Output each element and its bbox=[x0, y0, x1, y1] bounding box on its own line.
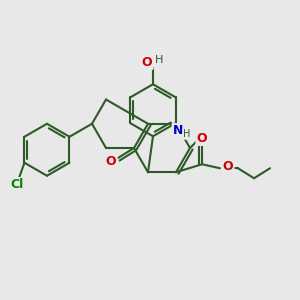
Text: H: H bbox=[183, 129, 191, 139]
Text: H: H bbox=[155, 55, 163, 65]
Text: O: O bbox=[142, 56, 152, 69]
Text: O: O bbox=[197, 132, 207, 145]
Text: Cl: Cl bbox=[11, 178, 24, 191]
Text: O: O bbox=[223, 160, 233, 173]
Text: N: N bbox=[173, 124, 183, 137]
Text: O: O bbox=[106, 155, 116, 169]
